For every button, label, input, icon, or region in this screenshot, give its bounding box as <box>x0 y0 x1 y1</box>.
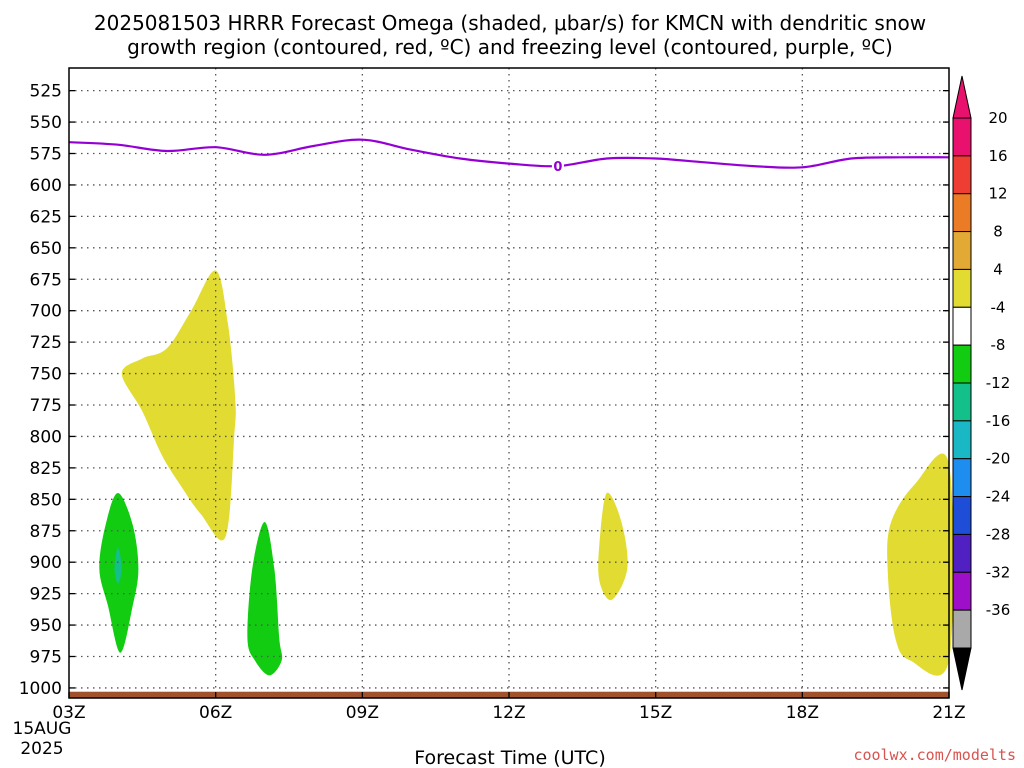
colorbar-label-12: 12 <box>988 185 1007 203</box>
upward-motion-c <box>887 453 954 676</box>
colorbar-label--16: -16 <box>986 412 1011 430</box>
y-tick-label-725: 725 <box>30 333 62 353</box>
x-tick-label-03Z: 03Z <box>52 703 85 723</box>
downward-motion-b <box>247 522 283 676</box>
y-tick-label-825: 825 <box>30 459 62 479</box>
colorbar-band--12-to--8 <box>952 382 972 422</box>
y-tick-label-575: 575 <box>30 145 62 165</box>
colorbar-band--20-to--16 <box>952 458 972 498</box>
colorbar-band--24-to--20 <box>952 496 972 535</box>
x-date-line2: 2025 <box>20 739 63 759</box>
x-axis-ticks: 03Z 06Z 09Z 12Z 15Z 18Z 21Z <box>52 692 966 723</box>
colorbar-band--8-to--4 <box>952 344 972 384</box>
colorbar: 20 16 12 8 4 -4 -8 -12 -16 -20 -24 -28 -32 -36 <box>952 75 1011 691</box>
colorbar-band--28-to--24 <box>952 533 972 573</box>
omega-shaded-regions <box>99 270 954 676</box>
y-tick-label-850: 850 <box>30 490 62 510</box>
colorbar-band--36-to--32 <box>952 609 972 649</box>
colorbar-band-20-to-24 <box>952 117 972 157</box>
y-tick-label-900: 900 <box>30 553 62 573</box>
x-tick-label-06Z: 06Z <box>199 703 232 723</box>
colorbar-band-4-to-8 <box>952 268 972 308</box>
y-tick-label-750: 750 <box>30 365 62 385</box>
watermark-text: coolwx.com/modelts <box>853 746 1016 764</box>
grid-lines <box>69 68 949 698</box>
chart-title-line2: growth region (contoured, red, ºC) and f… <box>127 35 893 59</box>
colorbar-band--32-to--28 <box>952 571 972 611</box>
colorbar-label--24: -24 <box>986 488 1011 506</box>
freezing-level-contour: 0 <box>68 138 950 175</box>
x-tick-label-18Z: 18Z <box>786 703 819 723</box>
colorbar-label-8: 8 <box>993 223 1003 241</box>
colorbar-band-12-to-16 <box>952 193 972 233</box>
colorbar-label-4: 4 <box>993 260 1003 278</box>
y-tick-label-675: 675 <box>30 270 62 290</box>
y-tick-label-775: 775 <box>30 396 62 416</box>
y-tick-label-875: 875 <box>30 522 62 542</box>
x-tick-label-09Z: 09Z <box>346 703 379 723</box>
freezing-level-line <box>68 138 950 169</box>
y-tick-label-650: 650 <box>30 239 62 259</box>
y-tick-label-625: 625 <box>30 207 62 227</box>
colorbar-label--12: -12 <box>986 374 1011 392</box>
colorbar-band--16-to--12 <box>952 420 972 460</box>
colorbar-upper-triangle <box>952 75 972 119</box>
colorbar-band-16-to-20 <box>952 155 972 195</box>
colorbar-label--28: -28 <box>986 525 1011 543</box>
y-tick-label-800: 800 <box>30 427 62 447</box>
y-tick-label-525: 525 <box>30 82 62 102</box>
x-date-line1: 15AUG <box>13 719 72 739</box>
colorbar-label--8: -8 <box>991 336 1006 354</box>
colorbar-band-8-to-12 <box>952 231 972 270</box>
y-tick-label-600: 600 <box>30 176 62 196</box>
y-tick-label-925: 925 <box>30 585 62 605</box>
colorbar-label--32: -32 <box>986 563 1011 581</box>
y-tick-label-950: 950 <box>30 616 62 636</box>
colorbar-lower-triangle <box>952 647 972 691</box>
y-tick-label-700: 700 <box>30 302 62 322</box>
x-axis-label: Forecast Time (UTC) <box>414 747 605 768</box>
colorbar-label-20: 20 <box>988 109 1007 127</box>
y-tick-label-550: 550 <box>30 113 62 133</box>
colorbar-label--4: -4 <box>991 298 1006 316</box>
upward-motion-b <box>598 492 628 601</box>
x-tick-label-12Z: 12Z <box>492 703 525 723</box>
colorbar-label--20: -20 <box>986 450 1011 468</box>
chart-title-line1: 2025081503 HRRR Forecast Omega (shaded, … <box>94 11 926 35</box>
y-axis-ticks: 525 550 575 600 625 650 675 700 725 750 775 800 825 8… <box>19 82 949 699</box>
downward-motion-a-core <box>114 547 122 584</box>
upward-motion-a <box>121 270 236 541</box>
colorbar-label-16: 16 <box>988 147 1007 165</box>
y-tick-label-1000: 1000 <box>19 679 62 699</box>
plot-area: 0 <box>68 67 954 699</box>
x-tick-label-21Z: 21Z <box>932 703 965 723</box>
freezing-level-label-bg <box>551 158 564 174</box>
y-tick-label-975: 975 <box>30 648 62 668</box>
colorbar-label--36: -36 <box>986 601 1011 619</box>
x-tick-label-15Z: 15Z <box>639 703 672 723</box>
freezing-level-label: 0 <box>553 160 562 175</box>
colorbar-band--4-to-4 <box>952 306 972 346</box>
